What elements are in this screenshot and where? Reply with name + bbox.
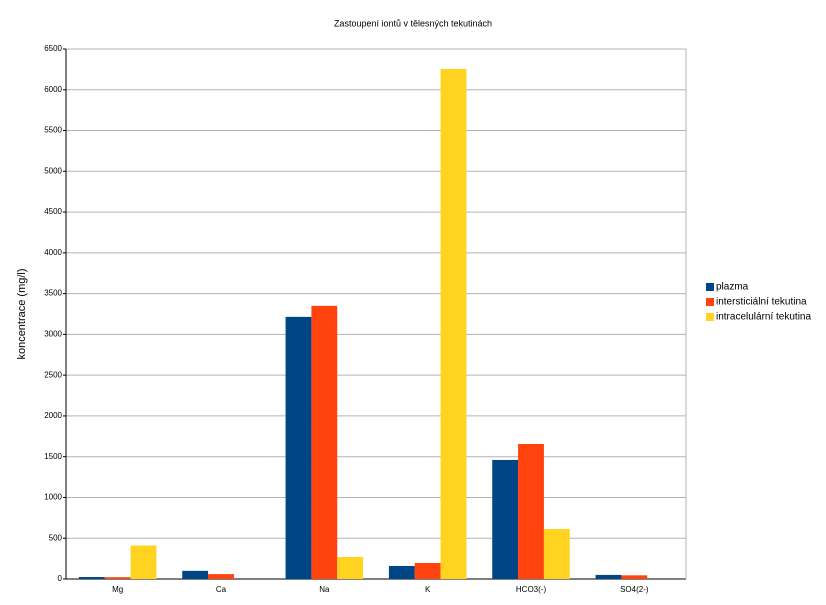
x-tick-label: HCO3(-) (516, 585, 547, 594)
y-tick-label: 6500 (44, 44, 62, 53)
bar (595, 574, 622, 579)
bar (208, 574, 234, 579)
legend-swatch (706, 298, 714, 306)
y-tick-label: 5000 (44, 166, 62, 175)
y-tick-label: 6000 (44, 85, 62, 94)
y-tick-label: 2500 (44, 370, 62, 379)
y-tick-label: 2000 (44, 411, 62, 420)
y-tick-label: 3500 (44, 289, 62, 298)
y-tick-label: 5500 (44, 126, 62, 135)
x-tick-label: SO4(2-) (620, 585, 649, 594)
x-tick-label: Ca (216, 585, 227, 594)
legend-label: intersticiální tekutina (716, 297, 807, 308)
y-tick-label: 0 (58, 574, 63, 583)
bar (518, 443, 544, 579)
legend-label: plazma (716, 282, 749, 293)
bar (414, 563, 441, 579)
y-tick-label: 4500 (44, 207, 62, 216)
legend-label: intracelulární tekutina (716, 312, 811, 323)
bar (388, 565, 415, 579)
bar (492, 459, 519, 579)
bar (285, 316, 312, 579)
bar (543, 529, 570, 579)
bar (130, 545, 157, 579)
legend-swatch (706, 313, 714, 321)
bar (621, 575, 648, 579)
y-tick-label: 500 (49, 533, 63, 542)
y-tick-label: 3000 (44, 329, 62, 338)
x-tick-label: K (425, 585, 431, 594)
x-tick-label: Mg (112, 585, 123, 594)
bar (78, 577, 105, 579)
x-tick-label: Na (319, 585, 330, 594)
y-axis-label: koncentrace (mg/l) (16, 268, 28, 359)
y-tick-label: 1000 (44, 493, 62, 502)
bar (337, 556, 364, 579)
bar (311, 305, 338, 579)
bar (182, 570, 209, 579)
bar (104, 577, 131, 579)
legend-swatch (706, 283, 714, 291)
chart-title: Zastoupení iontů v tělesných tekutinách (334, 18, 492, 28)
y-tick-label: 4000 (44, 248, 62, 257)
y-tick-label: 1500 (44, 452, 62, 461)
bar (440, 68, 467, 579)
